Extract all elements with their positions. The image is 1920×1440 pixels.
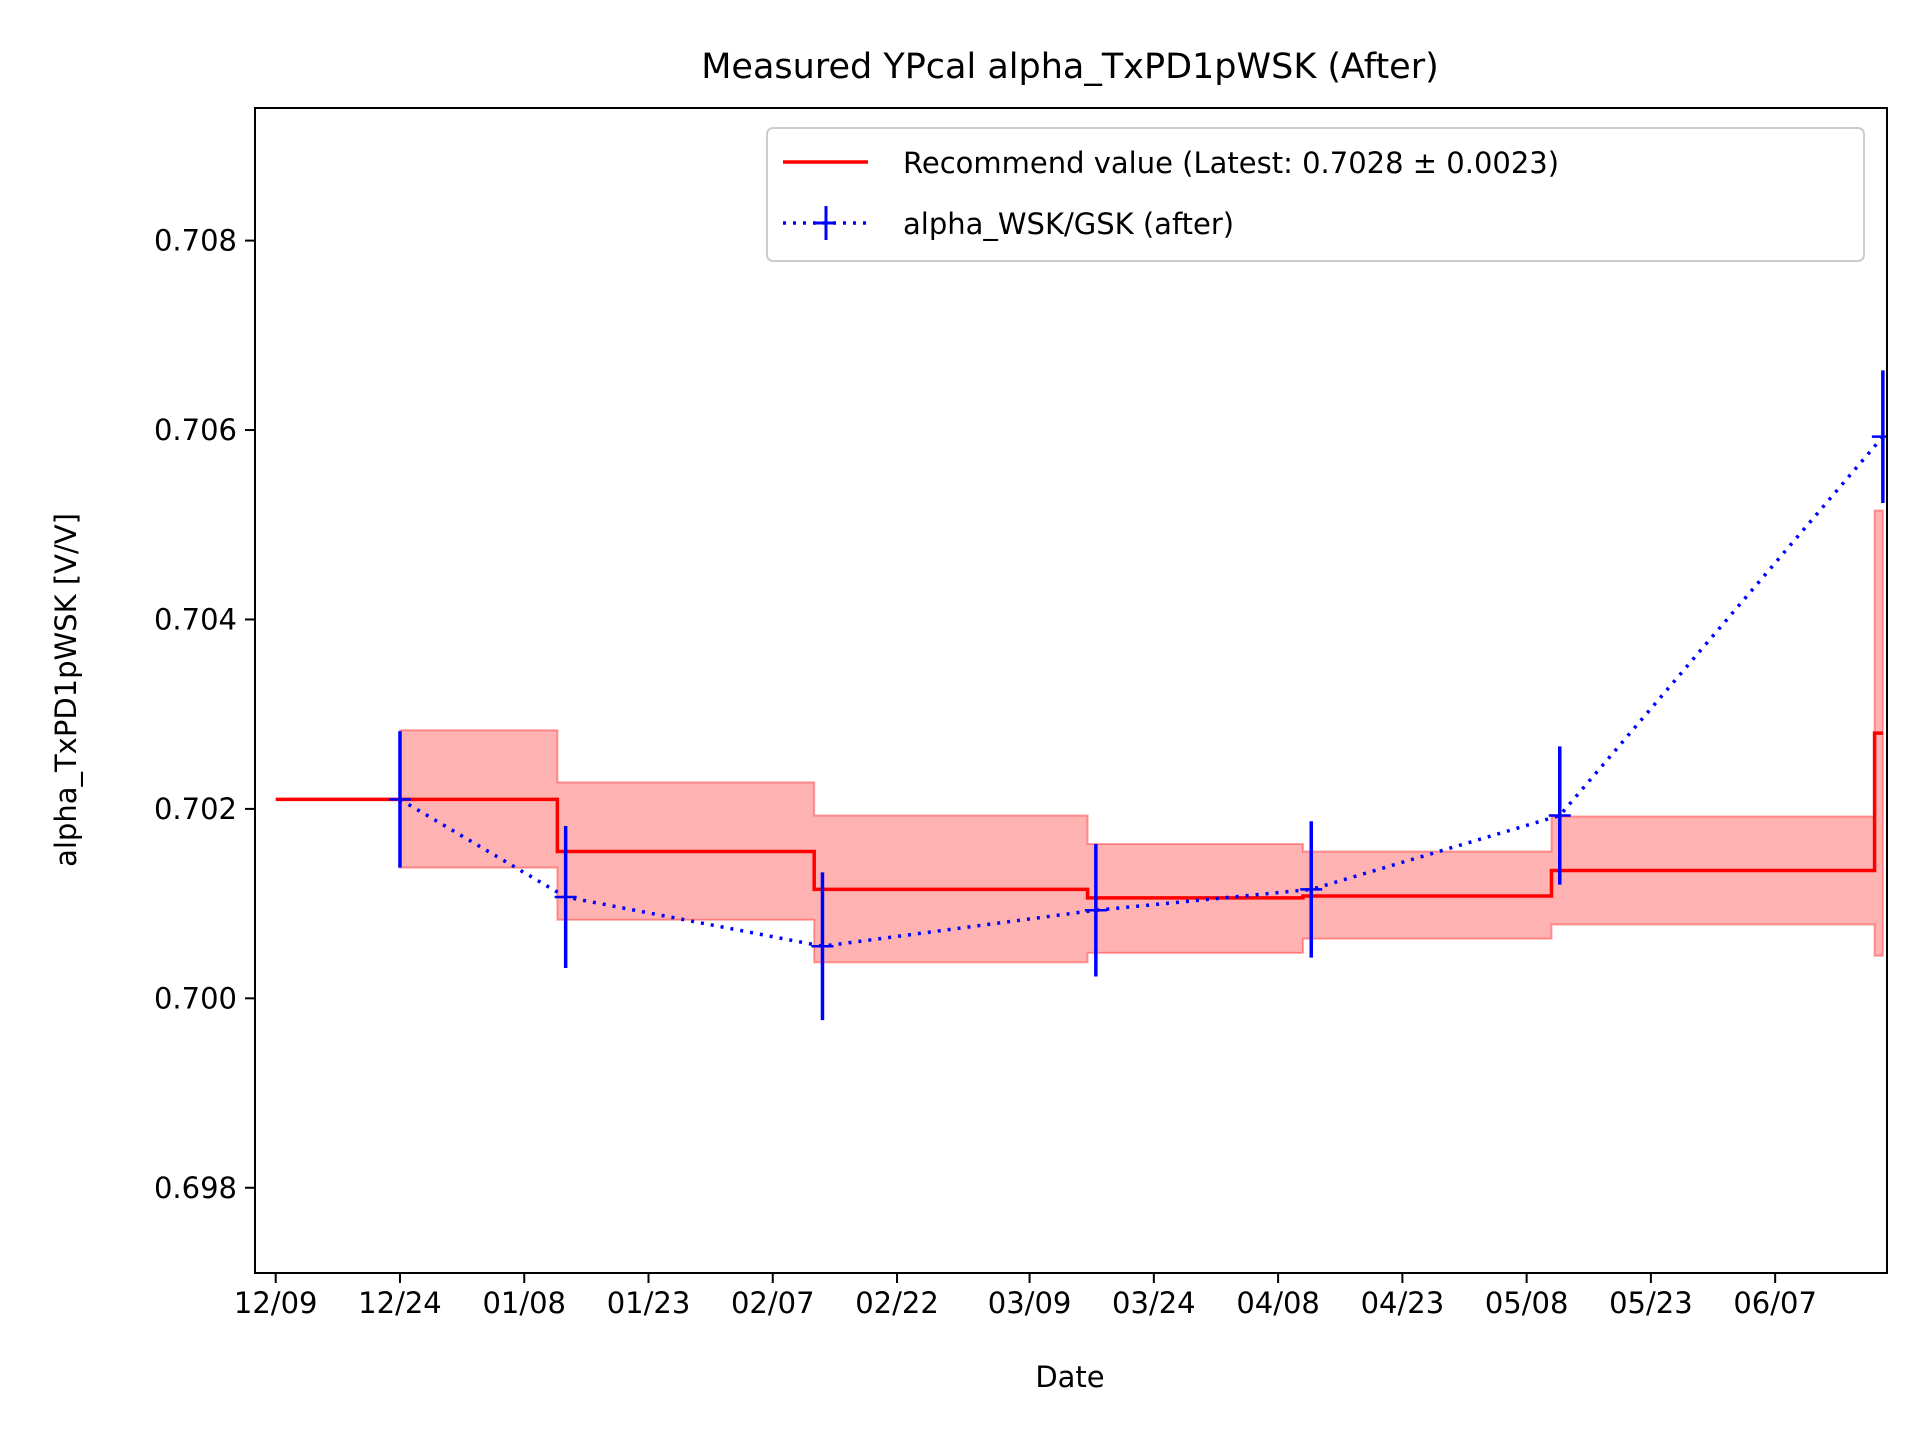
- x-tick-label: 12/24: [358, 1286, 442, 1320]
- x-tick-label: 12/09: [234, 1286, 318, 1320]
- plot-area: [275, 370, 1887, 1021]
- x-tick-label: 01/08: [482, 1286, 566, 1320]
- y-axis-label: alpha_TxPD1pWSK [V/V]: [49, 513, 83, 867]
- recommend-value-line: [275, 731, 1883, 900]
- x-axis: 12/09 12/24 01/08 01/23 02/07 02/22 03/09 03/24…: [234, 1273, 1817, 1320]
- legend-label-measured: alpha_WSK/GSK (after): [903, 207, 1234, 241]
- y-tick-label: 0.708: [154, 224, 237, 258]
- legend-frame: [766, 127, 1865, 262]
- x-tick-label: 05/08: [1485, 1286, 1569, 1320]
- y-axis: 0.698 0.700 0.702 0.704 0.706 0.708: [154, 224, 255, 1205]
- y-tick-label: 0.698: [154, 1171, 237, 1205]
- x-tick-label: 02/22: [855, 1286, 939, 1320]
- legend-label-recommend: Recommend value (Latest: 0.7028 ± 0.0023…: [903, 146, 1559, 180]
- y-tick-label: 0.706: [154, 413, 237, 447]
- legend: Recommend value (Latest: 0.7028 ± 0.0023…: [766, 127, 1865, 262]
- x-tick-label: 03/09: [988, 1286, 1072, 1320]
- x-tick-label: 04/23: [1361, 1286, 1445, 1320]
- axes-frame: [254, 107, 1888, 1274]
- uncertainty-band: [398, 509, 1884, 964]
- plot-content: [275, 370, 1887, 1021]
- x-tick-label: 03/24: [1112, 1286, 1196, 1320]
- y-tick-label: 0.702: [154, 792, 237, 826]
- x-tick-label: 05/23: [1609, 1286, 1693, 1320]
- y-tick-label: 0.700: [154, 981, 237, 1015]
- x-tick-label: 04/08: [1236, 1286, 1320, 1320]
- x-tick-label: 01/23: [607, 1286, 691, 1320]
- x-tick-label: 02/07: [731, 1286, 815, 1320]
- x-tick-label: 06/07: [1733, 1286, 1817, 1320]
- y-tick-label: 0.704: [154, 602, 237, 636]
- chart-title: Measured YPcal alpha_TxPD1pWSK (After): [701, 47, 1439, 87]
- x-axis-label: Date: [1035, 1360, 1104, 1394]
